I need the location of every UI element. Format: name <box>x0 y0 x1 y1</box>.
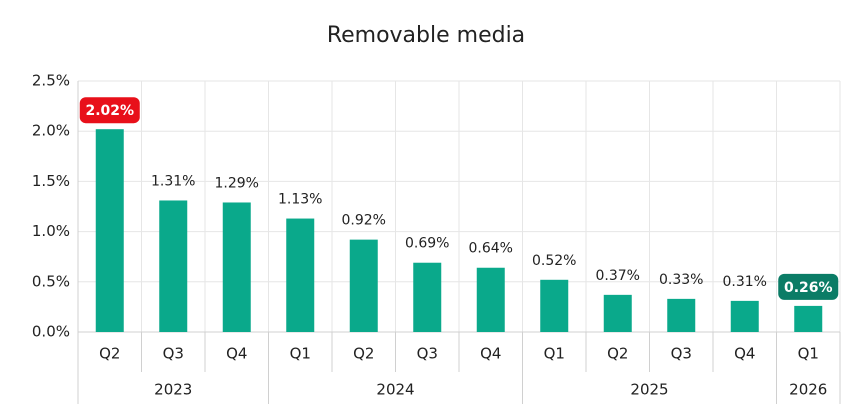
group-label: 2026 <box>789 381 827 399</box>
chart-title: Removable media <box>327 23 525 48</box>
value-label: 0.52% <box>532 253 576 269</box>
bar <box>95 129 124 332</box>
x-tick-label: Q1 <box>544 345 565 363</box>
bar <box>286 218 315 332</box>
x-tick-label: Q4 <box>226 345 247 363</box>
value-label-badge <box>79 97 140 124</box>
bar <box>540 279 569 332</box>
x-tick-label: Q4 <box>734 345 755 363</box>
x-tick-label: Q3 <box>417 345 438 363</box>
y-tick-label: 2.0% <box>32 122 70 140</box>
group-label: 2025 <box>630 381 668 399</box>
value-label: 1.13% <box>278 192 322 208</box>
x-tick-label: Q1 <box>290 345 311 363</box>
y-tick-label: 1.0% <box>32 222 70 240</box>
value-label: 1.29% <box>215 175 259 191</box>
y-tick-label: 0.5% <box>32 272 70 290</box>
bar <box>667 298 696 332</box>
bar <box>730 300 759 332</box>
x-tick-label: Q3 <box>163 345 184 363</box>
x-tick-label: Q1 <box>798 345 819 363</box>
value-label-badge <box>778 273 839 300</box>
value-label: 1.31% <box>151 173 195 189</box>
value-label: 0.64% <box>469 241 513 257</box>
bar <box>794 305 823 332</box>
group-label: 2023 <box>154 381 192 399</box>
bar <box>413 262 442 332</box>
y-tick-label: 1.5% <box>32 172 70 190</box>
bar <box>349 239 378 332</box>
value-label: 2.02% <box>85 103 134 119</box>
value-label: 0.37% <box>596 268 640 284</box>
y-tick-label: 0.0% <box>32 323 70 341</box>
x-tick-label: Q2 <box>353 345 374 363</box>
value-label: 0.31% <box>723 274 767 290</box>
bar <box>159 200 188 332</box>
value-label: 0.69% <box>405 236 449 252</box>
x-tick-label: Q4 <box>480 345 501 363</box>
group-label: 2024 <box>376 381 414 399</box>
bar <box>476 267 505 332</box>
value-label: 0.92% <box>342 213 386 229</box>
x-tick-label: Q2 <box>99 345 120 363</box>
value-label: 0.33% <box>659 272 703 288</box>
bar <box>603 294 632 332</box>
x-tick-label: Q3 <box>671 345 692 363</box>
y-tick-label: 2.5% <box>32 72 70 90</box>
bar <box>222 202 251 332</box>
value-label: 0.26% <box>784 280 833 296</box>
x-tick-label: Q2 <box>607 345 628 363</box>
